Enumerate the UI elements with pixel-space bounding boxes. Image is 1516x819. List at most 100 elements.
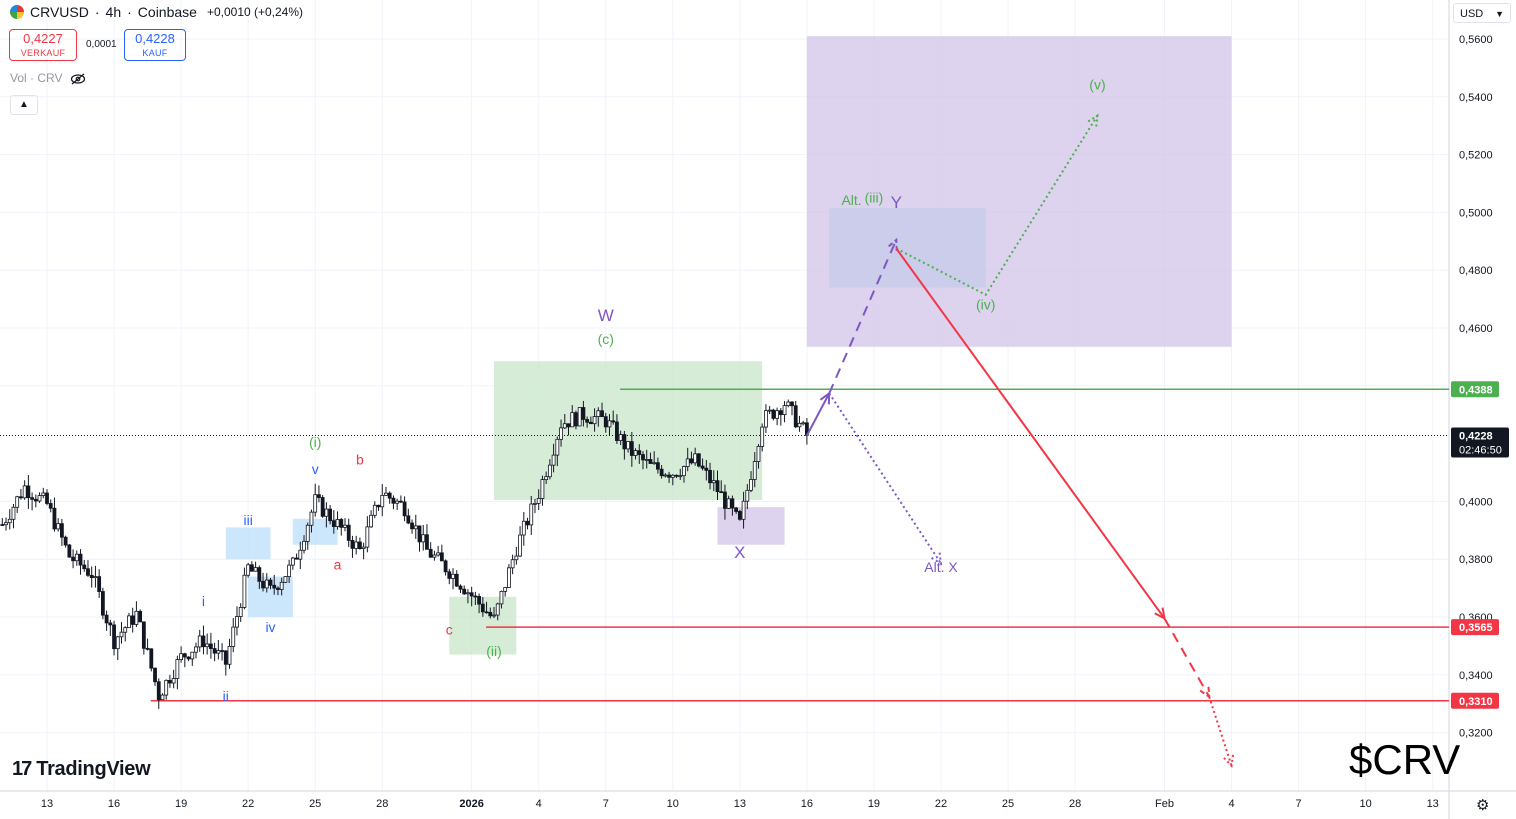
x-tick-label: 10 — [667, 798, 679, 810]
wave-label: b — [356, 451, 364, 467]
candle-up — [264, 579, 269, 589]
candle-up — [160, 694, 165, 701]
projection-arrowhead — [887, 237, 898, 251]
wave-label: Y — [891, 193, 902, 212]
candle-down — [331, 520, 336, 527]
candle-up — [466, 592, 470, 595]
projection-path — [895, 247, 1166, 620]
candle-up — [529, 503, 534, 526]
candle-up — [562, 423, 567, 429]
candle-down — [406, 515, 411, 524]
candle-down — [629, 441, 634, 456]
candle-down — [525, 520, 530, 526]
candle-down — [82, 564, 87, 570]
candle-down — [26, 485, 31, 499]
candle-down — [793, 405, 798, 428]
candle-up — [775, 410, 779, 419]
x-tick-label: 22 — [242, 798, 254, 810]
buy-button[interactable]: 0,4228 KAUF — [124, 29, 186, 61]
candle-up — [432, 554, 437, 558]
candle-down — [201, 635, 206, 648]
candle-down — [141, 621, 146, 649]
candle-down — [294, 557, 299, 560]
candle-up — [767, 409, 772, 412]
candle-up — [354, 541, 359, 549]
x-tick-label: 16 — [801, 798, 813, 810]
candle-down — [33, 498, 38, 502]
x-tick-label: 4 — [536, 798, 542, 810]
candle-down — [328, 508, 333, 522]
candle-down — [417, 525, 422, 543]
candle-up — [235, 616, 239, 628]
x-tick-label: 7 — [603, 798, 609, 810]
candle-down — [469, 592, 474, 597]
candle-down — [149, 648, 154, 669]
candle-down — [734, 507, 739, 512]
candle-up — [577, 407, 582, 427]
wave-label: iii — [243, 512, 252, 528]
candle-down — [71, 556, 75, 562]
wave-label: c — [446, 621, 453, 637]
candle-up — [607, 420, 612, 428]
candle-down — [0, 524, 5, 526]
candle-down — [566, 423, 571, 428]
candle-down — [78, 553, 83, 566]
candle-up — [551, 454, 556, 466]
candle-down — [138, 610, 143, 623]
candle-down — [659, 468, 664, 477]
volume-indicator[interactable]: Vol · CRV — [10, 71, 86, 85]
collapse-legend-button[interactable]: ▲ — [10, 95, 38, 115]
price-level-tag-label: 0,3565 — [1459, 622, 1493, 634]
candle-down — [715, 480, 720, 493]
candle-down — [60, 523, 64, 538]
candle-up — [678, 475, 683, 478]
candle-down — [648, 459, 653, 464]
candle-down — [86, 568, 90, 576]
candle-down — [410, 522, 414, 530]
candle-up — [652, 462, 657, 465]
eye-off-icon[interactable] — [70, 73, 86, 85]
candle-up — [372, 504, 377, 516]
candle-down — [220, 650, 224, 652]
projection-path — [828, 392, 942, 565]
candle-up — [324, 508, 329, 517]
candle-up — [570, 412, 575, 428]
gear-icon[interactable]: ⚙ — [1476, 797, 1490, 814]
candle-down — [48, 503, 53, 509]
tradingview-logo[interactable]: 17 TradingView — [12, 758, 151, 781]
price-axis: 0,56000,54000,52000,50000,48000,46000,44… — [1451, 34, 1509, 740]
candle-down — [484, 611, 489, 614]
candle-down — [317, 494, 321, 498]
sell-price: 0,4227 — [23, 31, 63, 46]
candle-up — [37, 495, 42, 502]
symbol-watermark: $CRV — [1349, 736, 1461, 783]
candle-down — [704, 467, 709, 471]
candle-down — [19, 496, 23, 499]
wave-label: (iii) — [865, 189, 884, 205]
candle-down — [667, 474, 671, 478]
sell-button[interactable]: 0,4227 VERKAUF — [9, 29, 77, 61]
x-tick-label: 28 — [376, 798, 388, 810]
currency-select[interactable]: USD ▼ — [1453, 3, 1511, 23]
wave-zone — [494, 361, 763, 500]
candle-down — [153, 667, 157, 683]
candle-down — [320, 497, 325, 517]
candle-down — [398, 500, 403, 503]
candle-up — [521, 520, 526, 536]
candle-up — [231, 626, 236, 647]
candle-down — [182, 653, 187, 658]
candle-down — [603, 416, 608, 428]
candle-up — [190, 651, 195, 660]
candle-up — [395, 500, 400, 504]
candle-up — [499, 590, 504, 605]
candle-down — [637, 450, 642, 455]
candle-up — [685, 458, 690, 467]
symbol-header[interactable]: CRVUSD · 4h · Coinbase +0,0010 (+0,24%) — [10, 4, 303, 20]
candle-down — [611, 420, 616, 423]
candle-down — [67, 544, 72, 558]
candle-down — [473, 595, 478, 598]
candle-down — [387, 492, 392, 499]
candle-up — [380, 494, 385, 508]
candle-up — [242, 574, 247, 608]
